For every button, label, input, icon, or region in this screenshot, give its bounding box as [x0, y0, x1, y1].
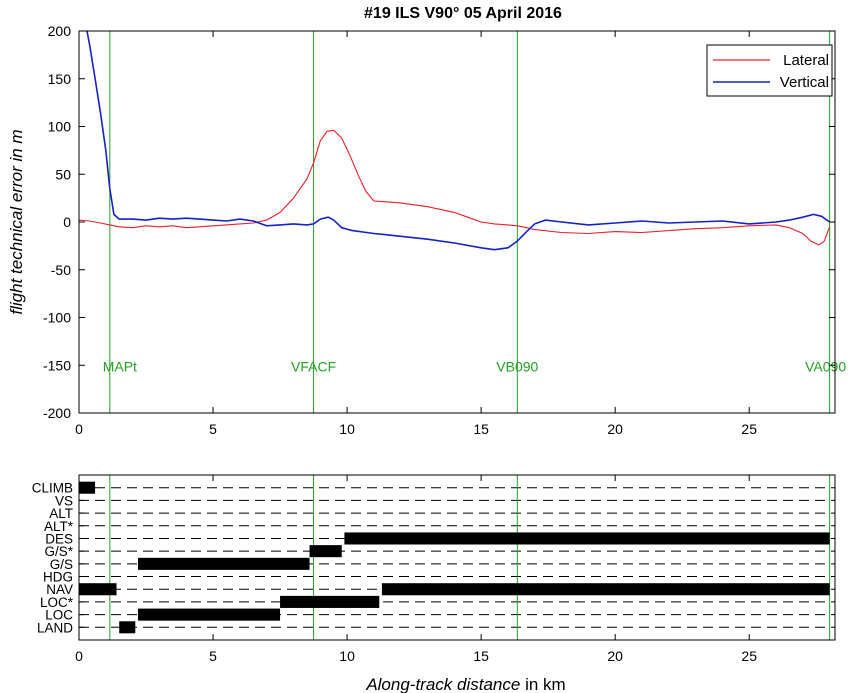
mode-segment	[79, 583, 117, 596]
mode-segment	[381, 583, 830, 596]
y-tick-label: -50	[51, 262, 71, 278]
mode-segment	[344, 532, 830, 545]
x-tick-label: 0	[75, 421, 83, 437]
mode-segment	[137, 557, 310, 570]
timeline-frame	[78, 474, 836, 641]
mode-segment	[137, 608, 281, 621]
x-tick-label: 0	[75, 648, 83, 664]
y-tick-label: -150	[43, 357, 71, 373]
mode-label: LOC*	[40, 595, 74, 610]
series-line-lateral	[78, 129, 831, 246]
x-tick-label: 10	[339, 421, 355, 437]
y-tick-label: -200	[43, 405, 71, 421]
chart-title: #19 ILS V90° 05 April 2016	[364, 5, 562, 22]
mode-label: G/S	[50, 557, 73, 572]
y-axis-label: flight technical error in m	[7, 129, 26, 314]
mode-segment	[280, 595, 380, 608]
legend: Lateral Vertical	[706, 44, 833, 97]
x-axis-label: Along-track distance in km	[365, 675, 565, 693]
mode-timeline: CLIMBVSALTALT*DESG/S*G/SHDGNAVLOC*LOCLAN…	[32, 474, 836, 664]
mode-label: HDG	[43, 570, 73, 585]
y-tick-label: -100	[43, 310, 71, 326]
legend-box	[706, 44, 833, 97]
mode-label: ALT*	[44, 519, 74, 534]
legend-label-vertical: Vertical	[780, 74, 829, 91]
mode-label: LOC	[45, 608, 73, 623]
mode-label: NAV	[46, 582, 73, 597]
x-tick-label: 15	[473, 648, 489, 664]
x-tick-label: 20	[607, 421, 623, 437]
x-tick-label: 5	[209, 421, 217, 437]
y-tick-label: 0	[63, 214, 71, 230]
mode-label: CLIMB	[32, 481, 73, 496]
y-tick-label: 50	[55, 166, 71, 182]
marker-label: VA090	[805, 358, 846, 374]
error-plot: MAPt VFACF VB090 VA090 0 5 10 15 20 25 -200 -150 -10…	[7, 23, 846, 437]
y-tick-label: 150	[48, 71, 72, 87]
x-tick-label: 15	[473, 421, 489, 437]
y-tick-label: 200	[48, 23, 72, 39]
mode-segment	[119, 621, 136, 634]
y-tick-label: 100	[48, 119, 72, 135]
x-tick-label: 20	[607, 648, 623, 664]
marker-label: VFACF	[291, 358, 336, 374]
x-tick-label: 25	[741, 421, 757, 437]
mode-label: G/S*	[44, 544, 73, 559]
mode-label: DES	[45, 531, 73, 546]
mode-segment	[309, 545, 342, 558]
x-tick-label: 5	[209, 648, 217, 664]
series-line-vertical	[86, 30, 831, 251]
mode-label: LAND	[37, 620, 73, 635]
mode-segment	[79, 481, 96, 494]
x-tick-label: 25	[741, 648, 757, 664]
mode-label: ALT	[49, 506, 73, 521]
marker-label: VB090	[496, 358, 538, 374]
marker-label: MAPt	[103, 358, 137, 374]
legend-label-lateral: Lateral	[783, 52, 829, 69]
mode-label: VS	[55, 493, 73, 508]
x-tick-label: 10	[339, 648, 355, 664]
